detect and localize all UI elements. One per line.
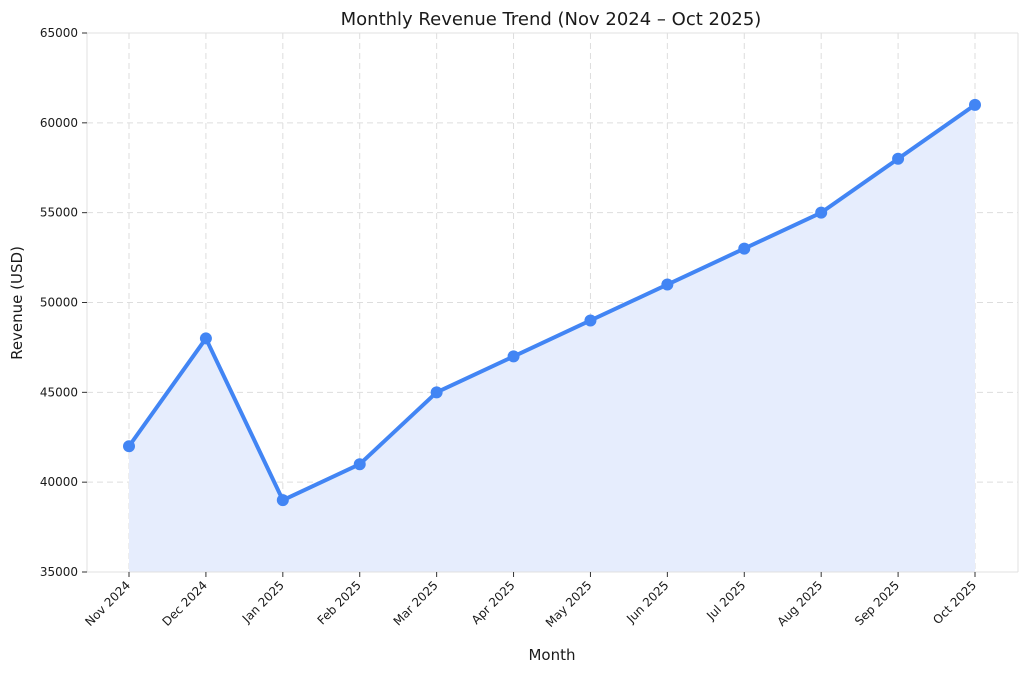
x-tick-label: Apr 2025 (469, 578, 518, 627)
data-point (276, 494, 289, 507)
point-layer (123, 98, 981, 507)
x-tick-label: Oct 2025 (930, 578, 979, 627)
data-point (584, 314, 597, 327)
y-tick-label: 65000 (40, 26, 78, 40)
x-tick-label: Sep 2025 (852, 578, 902, 628)
data-point (892, 152, 905, 165)
data-point (123, 440, 135, 453)
x-tick-label: Nov 2024 (82, 578, 133, 629)
data-point (353, 458, 366, 471)
y-tick-label: 40000 (40, 475, 78, 489)
x-tick-label: Jun 2025 (623, 578, 671, 626)
x-tick-label: Dec 2024 (159, 578, 210, 629)
x-tick-label: Aug 2025 (775, 578, 826, 629)
x-tick-label: Jul 2025 (703, 578, 748, 623)
x-tick-label: Jan 2025 (239, 578, 287, 626)
y-tick-label: 50000 (40, 296, 78, 310)
x-tick-label: Mar 2025 (391, 578, 441, 628)
data-point (430, 386, 443, 399)
data-point (507, 350, 520, 363)
y-axis-label: Revenue (USD) (8, 246, 26, 360)
data-point (815, 206, 828, 219)
chart-title: Monthly Revenue Trend (Nov 2024 – Oct 20… (341, 9, 762, 30)
x-tick-label: May 2025 (543, 578, 595, 630)
revenue-line (127, 102, 977, 503)
y-tick-label: 35000 (40, 565, 78, 579)
y-tick-label: 45000 (40, 385, 78, 399)
data-point (199, 332, 212, 345)
x-axis-label: Month (528, 646, 575, 664)
data-point (661, 278, 674, 291)
data-point (969, 98, 981, 111)
line-layer (127, 102, 977, 503)
data-point (738, 242, 751, 255)
y-tick-label: 55000 (40, 206, 78, 220)
y-tick-label: 60000 (40, 116, 78, 130)
x-tick-label: Feb 2025 (315, 578, 364, 627)
